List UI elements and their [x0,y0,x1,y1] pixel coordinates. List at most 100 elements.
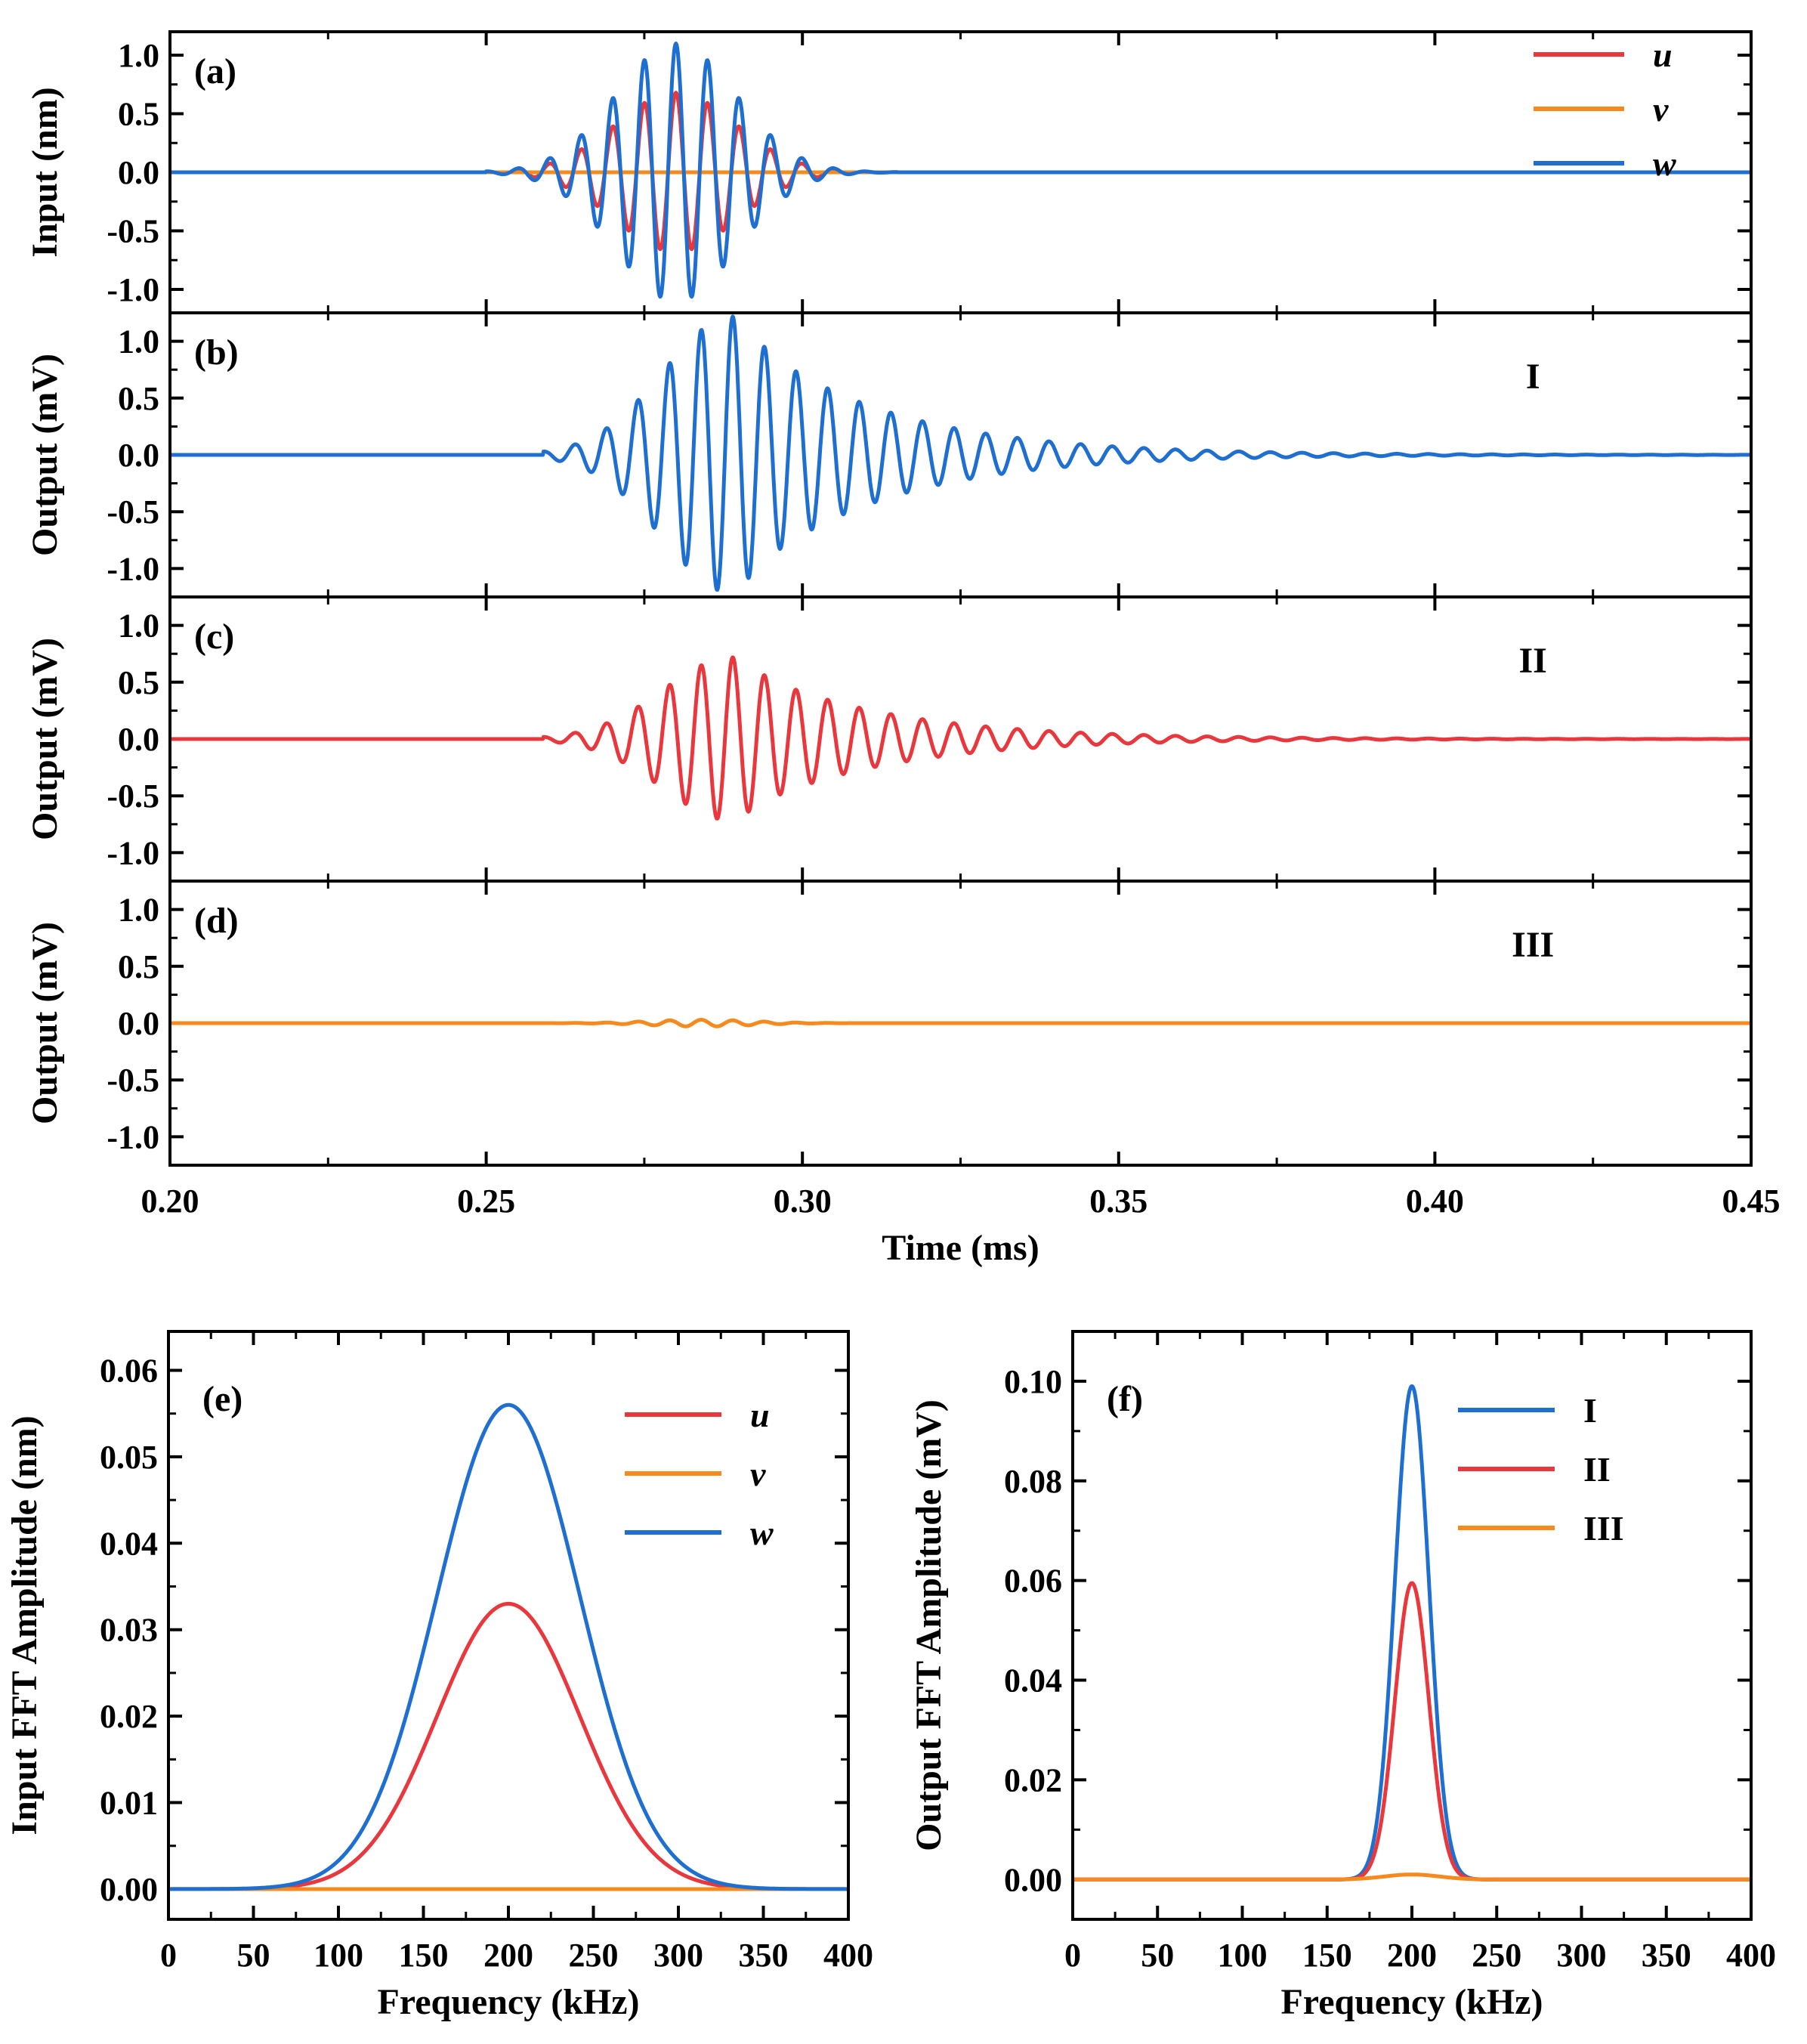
panel-c: -1.0 -0.5 0.0 0.5 1.0 (c) II Output (mV) [25,595,1753,883]
y-tick-label: 0.5 [118,664,159,701]
y-axis-title: Output (mV) [25,638,65,840]
x-tick-label: 100 [314,1937,363,1974]
x-tick-label: 0.30 [774,1183,832,1220]
y-tick-label: 0.03 [100,1612,158,1649]
y-tick-label: 0.00 [1004,1861,1062,1898]
plot-area-d [170,1018,1751,1028]
x-tick-label: 50 [1141,1937,1174,1974]
y-tick-label: -0.5 [107,778,159,815]
y-tick-label: 1.0 [118,892,159,929]
panel-label: (f) [1107,1379,1143,1419]
y-tick-label: -0.5 [107,213,159,250]
x-tick-label: 350 [1642,1937,1691,1974]
x-tick-label: 0.25 [457,1183,515,1220]
y-tick-label: 1.0 [118,37,159,74]
y-tick-label: -1.0 [107,1118,159,1155]
y-axis-title: Output (mV) [25,922,65,1124]
panel-label: (c) [194,617,234,657]
y-tick-label: 0.02 [1004,1761,1062,1798]
panel-label: (d) [194,901,239,941]
x-tick-label: 0 [160,1937,177,1974]
series-line-I [1073,1384,1751,1882]
series-line-III [170,1018,1751,1028]
series-line-w [170,42,1751,299]
y-tick-label: 0.04 [100,1525,158,1562]
plot-area-a [170,42,1751,299]
y-tick-label: 0.08 [1004,1463,1062,1500]
y-tick-label: 0.04 [1004,1662,1062,1699]
y-tick-label: 0.06 [1004,1563,1062,1600]
y-tick-label: 0.02 [100,1698,158,1735]
y-tick-label: 0.00 [100,1871,158,1908]
y-tick-label: 0.0 [118,1005,159,1042]
series-line-III [1073,1872,1751,1882]
series-line-u [168,1601,848,1891]
panel-label: (a) [194,51,236,91]
y-tick-label: 0.06 [100,1352,158,1389]
y-axis-title: Input FFT Amplitude (nm) [5,1415,45,1835]
legend-label-v: v [1653,90,1669,128]
y-tick-label: 0.05 [100,1439,158,1476]
y-tick-label: 0.0 [118,721,159,758]
axes-frame [168,880,1753,1167]
plot-area-e [168,1402,848,1891]
y-tick-label: -1.0 [107,834,159,871]
axes-frame [1071,1330,1753,1921]
y-tick-label: 0.5 [118,948,159,985]
x-tick-label: 400 [1726,1937,1776,1974]
x-axis-title: Time (ms) [882,1228,1039,1268]
x-tick-label: 200 [483,1937,533,1974]
series-line-w [168,1402,848,1891]
y-tick-label: 0.5 [118,380,159,417]
x-tick-label: 150 [399,1937,449,1974]
legend-label-I: I [1583,1391,1597,1430]
x-axis-title: Frequency (kHz) [1280,1982,1543,2022]
x-tick-label: 250 [569,1937,619,1974]
legend-label-v: v [750,1455,766,1493]
x-tick-label: 0 [1064,1937,1081,1974]
panel-a: -1.0 -0.5 0.0 0.5 1.0 (a) Input (nm) uvw [25,30,1753,314]
legend-label-w: w [1653,144,1676,183]
x-tick-label: 400 [823,1937,873,1974]
plot-area-f [1073,1384,1751,1882]
panel-e: 0.00 0.01 0.02 0.03 0.04 0.05 0.06 0 50 100 150 200… [5,1330,873,2022]
roman-label: II [1518,641,1546,681]
y-tick-label: 0.10 [1004,1363,1062,1400]
legend-label-II: II [1583,1450,1611,1489]
x-tick-label: 50 [237,1937,270,1974]
y-tick-label: -1.0 [107,271,159,308]
plot-area-c [170,655,1751,821]
y-tick-label: -0.5 [107,1062,159,1099]
x-tick-label: 100 [1218,1937,1268,1974]
panel-b: -1.0 -0.5 0.0 0.5 1.0 (b) I Output (mV) [25,311,1753,598]
y-tick-label: 0.0 [118,154,159,191]
x-axis-title: Frequency (kHz) [377,1982,639,2022]
x-tick-label: 200 [1387,1937,1437,1974]
x-tick-label: 0.35 [1089,1183,1148,1220]
legend-label-III: III [1583,1509,1624,1548]
plot-area-b [170,314,1751,592]
roman-label: I [1526,357,1540,397]
y-tick-label: 0.01 [100,1785,158,1822]
roman-label: III [1512,925,1554,965]
y-axis-title: Output (mV) [25,354,65,556]
x-tick-label: 0.20 [141,1183,199,1220]
series-line-I [170,314,1751,592]
x-tick-label: 150 [1302,1937,1352,1974]
y-axis-title: Output FFT Amplitude (mV) [909,1399,949,1851]
legend-label-u: u [1653,36,1673,74]
x-tick-label: 300 [653,1937,703,1974]
x-tick-label: 300 [1557,1937,1607,1974]
panel-label: (e) [202,1379,242,1419]
y-axis-title: Input (nm) [25,87,65,257]
legend-label-w: w [750,1514,774,1552]
y-tick-label: 0.0 [118,437,159,474]
series-line-II [170,655,1751,821]
series-line-II [1073,1581,1751,1882]
y-tick-label: 1.0 [118,608,159,645]
y-tick-label: 0.5 [118,96,159,133]
y-tick-label: -1.0 [107,550,159,587]
x-tick-label: 250 [1472,1937,1521,1974]
panel-label: (b) [194,332,239,373]
